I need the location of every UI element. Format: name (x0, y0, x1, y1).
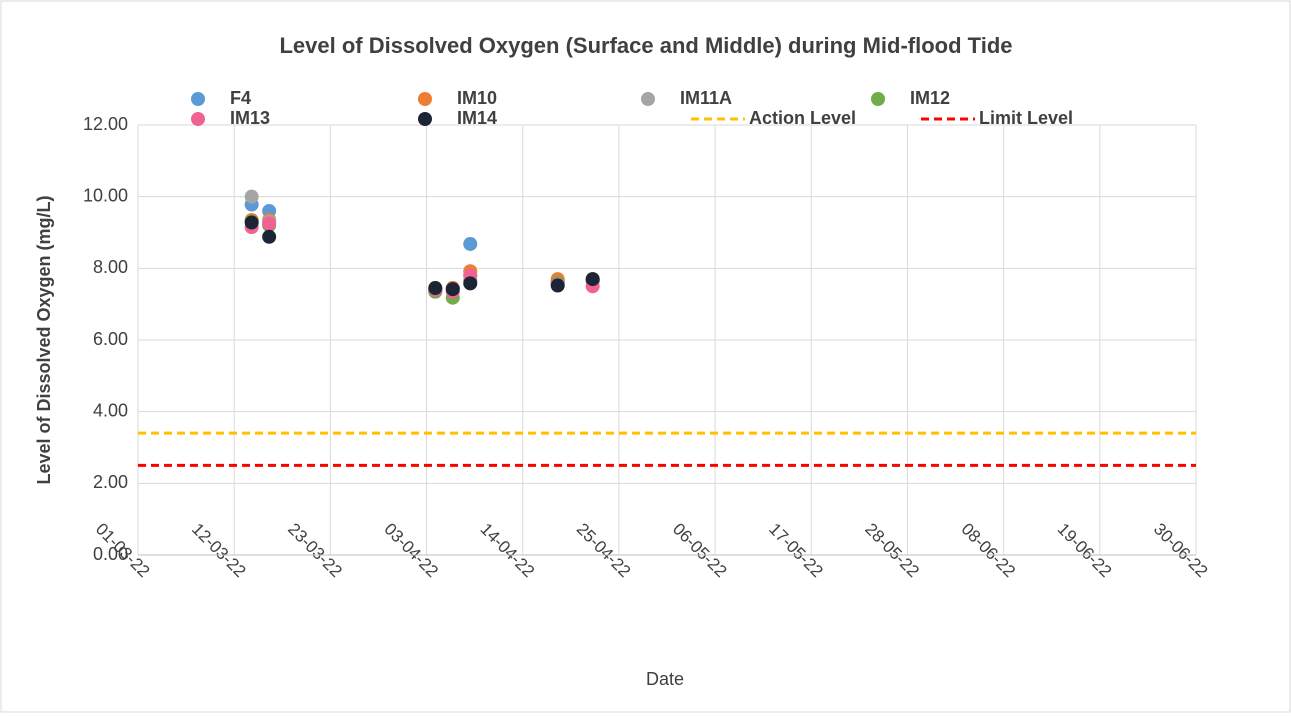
legend-marker (418, 92, 432, 106)
legend-marker (871, 92, 885, 106)
data-point (262, 229, 277, 244)
data-point (428, 281, 443, 296)
legend-marker (191, 112, 205, 126)
y-tick-label: 2.00 (93, 472, 128, 492)
legend-label: Limit Level (979, 108, 1073, 128)
data-point (463, 276, 478, 291)
y-tick-label: 6.00 (93, 329, 128, 349)
y-axis-title: Level of Dissolved Oxygen (mg/L) (34, 195, 54, 484)
y-tick-label: 12.00 (83, 114, 128, 134)
y-tick-label: 0.00 (93, 544, 128, 564)
legend-marker (641, 92, 655, 106)
legend-label: IM14 (457, 108, 497, 128)
data-point (550, 278, 565, 293)
x-axis-title: Date (646, 669, 684, 689)
data-point (244, 215, 259, 230)
legend-label: Action Level (749, 108, 856, 128)
data-point (463, 236, 478, 251)
chart-title: Level of Dissolved Oxygen (Surface and M… (279, 33, 1012, 58)
data-point (244, 189, 259, 204)
y-tick-label: 10.00 (83, 185, 128, 205)
legend-marker (191, 92, 205, 106)
legend-label: F4 (230, 88, 251, 108)
legend-label: IM10 (457, 88, 497, 108)
data-point (262, 216, 277, 231)
legend-marker (418, 112, 432, 126)
legend-label: IM11A (680, 88, 732, 108)
legend-label: IM12 (910, 88, 950, 108)
y-tick-label: 4.00 (93, 400, 128, 420)
data-point (585, 272, 600, 287)
data-point (445, 282, 460, 297)
y-tick-label: 8.00 (93, 257, 128, 277)
legend-label: IM13 (230, 108, 270, 128)
